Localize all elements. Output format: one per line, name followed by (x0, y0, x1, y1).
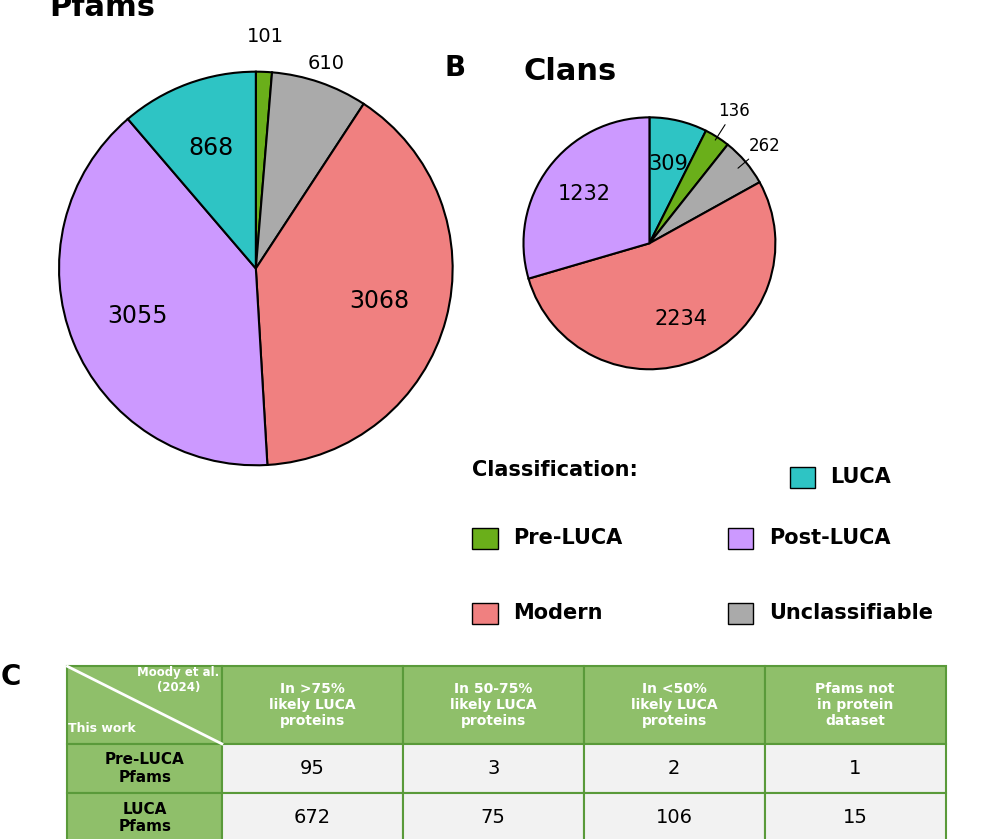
Text: Pre-LUCA: Pre-LUCA (514, 528, 623, 548)
Text: Pre-LUCA
Pfams: Pre-LUCA Pfams (104, 753, 185, 784)
Wedge shape (528, 182, 775, 369)
Text: 2234: 2234 (654, 309, 707, 329)
Bar (584, 793, 765, 839)
Bar (402, 793, 584, 839)
Bar (728, 603, 754, 624)
Text: 1232: 1232 (557, 185, 610, 204)
Text: 75: 75 (481, 808, 506, 827)
Bar (765, 793, 946, 839)
Text: 262: 262 (738, 137, 780, 168)
Text: Moody et al.
(2024): Moody et al. (2024) (138, 666, 219, 695)
Text: C: C (1, 663, 21, 690)
Bar (472, 603, 498, 624)
Text: Pfams not
in protein
dataset: Pfams not in protein dataset (816, 682, 894, 728)
Text: 3055: 3055 (107, 305, 167, 328)
Text: Clans: Clans (523, 57, 617, 86)
Text: 309: 309 (648, 154, 688, 174)
Text: Pfams: Pfams (49, 0, 155, 23)
Text: 3: 3 (487, 759, 500, 778)
Bar (67, 793, 221, 839)
Text: This work: This work (68, 722, 135, 735)
Text: 136: 136 (715, 102, 750, 140)
Bar (472, 528, 498, 549)
Bar (728, 528, 754, 549)
Text: In >75%
likely LUCA
proteins: In >75% likely LUCA proteins (269, 682, 355, 728)
Bar (402, 744, 584, 793)
Bar (221, 793, 402, 839)
Text: 868: 868 (189, 137, 234, 160)
Text: 101: 101 (247, 28, 283, 46)
Text: Modern: Modern (514, 603, 603, 623)
Text: LUCA: LUCA (830, 466, 892, 487)
Wedge shape (256, 72, 364, 268)
Text: 2: 2 (668, 759, 680, 778)
Bar (402, 666, 584, 744)
Wedge shape (523, 117, 649, 279)
Wedge shape (649, 144, 760, 243)
Text: LUCA
Pfams: LUCA Pfams (118, 801, 171, 834)
Text: In <50%
likely LUCA
proteins: In <50% likely LUCA proteins (631, 682, 717, 728)
Bar (67, 666, 221, 744)
Wedge shape (649, 117, 706, 243)
Bar (765, 744, 946, 793)
Text: 15: 15 (842, 808, 868, 827)
Text: Unclassifiable: Unclassifiable (769, 603, 933, 623)
Bar (67, 744, 221, 793)
Text: In 50-75%
likely LUCA
proteins: In 50-75% likely LUCA proteins (450, 682, 536, 728)
Bar (221, 666, 402, 744)
Bar (221, 744, 402, 793)
Wedge shape (256, 71, 272, 268)
Wedge shape (256, 104, 453, 465)
Text: B: B (445, 55, 465, 82)
Text: Classification:: Classification: (472, 460, 639, 480)
Text: 3068: 3068 (349, 289, 409, 314)
Text: 95: 95 (300, 759, 325, 778)
Text: Post-LUCA: Post-LUCA (769, 528, 891, 548)
Bar (765, 666, 946, 744)
Text: 106: 106 (655, 808, 693, 827)
Bar (584, 744, 765, 793)
Wedge shape (128, 71, 256, 268)
Text: 1: 1 (849, 759, 861, 778)
Bar (789, 466, 815, 488)
Wedge shape (59, 119, 268, 466)
Bar (584, 666, 765, 744)
Text: 672: 672 (294, 808, 331, 827)
Wedge shape (649, 131, 727, 243)
Text: 610: 610 (308, 55, 344, 73)
